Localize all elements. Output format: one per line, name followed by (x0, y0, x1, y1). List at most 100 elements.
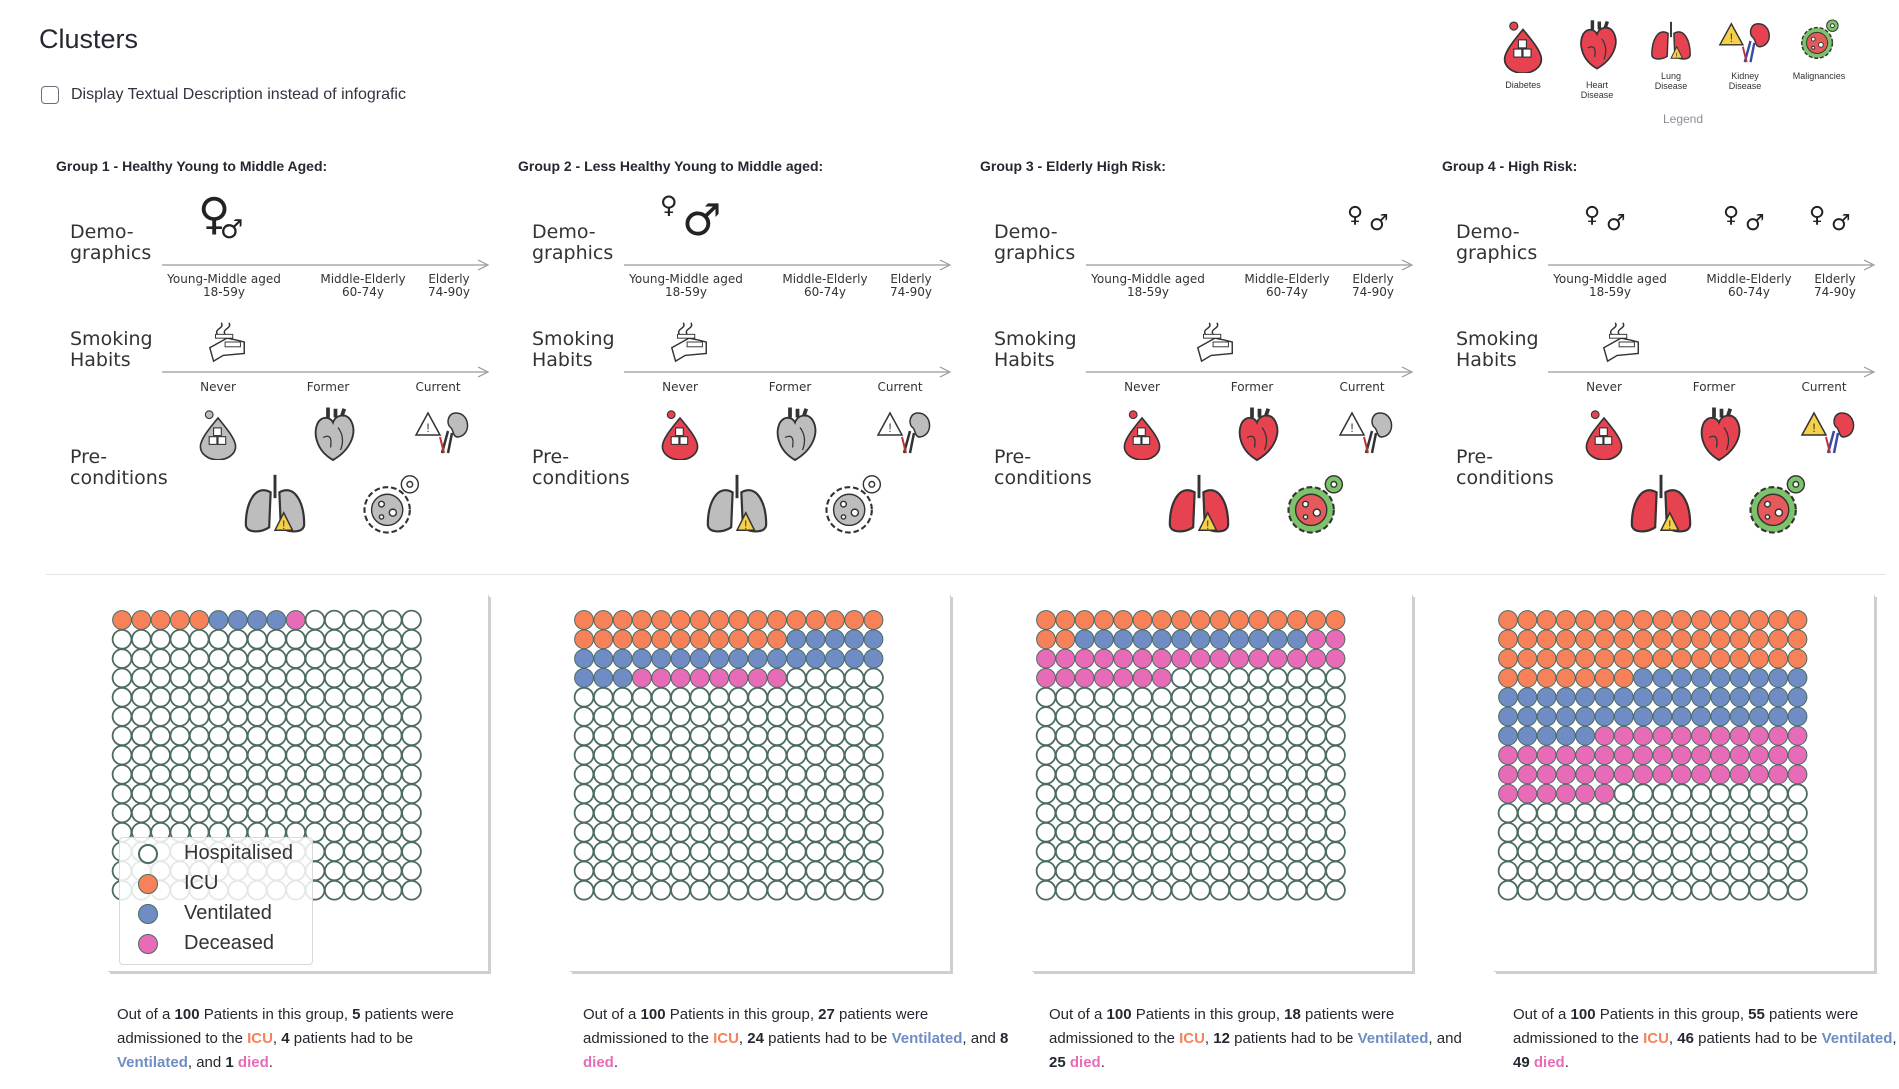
waffle-point-hospitalised (266, 764, 287, 785)
waffle-point-hospitalised (1613, 860, 1635, 882)
waffle-point-hospitalised (650, 706, 672, 727)
waffle-point-ventilated (1267, 629, 1288, 650)
waffle-point-ventilated (1787, 668, 1808, 688)
age-elderly-label: Elderly 74-90y (1814, 272, 1856, 299)
waffle-point-hospitalised (1267, 706, 1288, 727)
waffle-point-deceased (1594, 764, 1615, 785)
waffle-point-hospitalised (1151, 822, 1173, 843)
waffle-point-hospitalised (786, 860, 807, 882)
waffle-point-hospitalised (1574, 841, 1596, 862)
waffle-point-icu (670, 610, 691, 630)
waffle-point-hospitalised (650, 686, 672, 708)
waffle-point-hospitalised (1151, 764, 1173, 785)
waffle-point-hospitalised (111, 667, 133, 689)
waffle-point-hospitalised (1093, 686, 1115, 708)
waffle-point-hospitalised (266, 648, 287, 669)
waffle-point-hospitalised (266, 706, 287, 727)
waffle-point-hospitalised (1767, 802, 1789, 824)
waffle-point-deceased (1633, 745, 1654, 766)
male-icon: ♂ (1831, 211, 1851, 236)
waffle-point-hospitalised (728, 744, 749, 766)
waffle-point-deceased (1229, 648, 1249, 669)
waffle-point-hospitalised (766, 764, 788, 785)
waffle-point-hospitalised (1613, 783, 1635, 805)
waffle-point-hospitalised (111, 744, 133, 766)
waffle-point-hospitalised (1516, 879, 1538, 901)
demographics-label: Demo- graphics (1456, 221, 1538, 264)
waffle-point-hospitalised (362, 629, 384, 650)
waffle-point-hospitalised (1035, 706, 1057, 727)
waffle-point-hospitalised (401, 706, 422, 727)
waffle-point-hospitalised (708, 879, 730, 901)
waffle-point-deceased (728, 668, 749, 688)
waffle-point-hospitalised (208, 783, 229, 805)
waffle-point-hospitalised (1710, 841, 1731, 862)
waffle-point-hospitalised (1690, 879, 1712, 901)
waffle-point-ventilated (1556, 706, 1576, 727)
waffle-point-hospitalised (1190, 879, 1211, 901)
waffle-legend-label: Deceased (184, 932, 275, 954)
waffle-point-hospitalised (1170, 706, 1192, 727)
waffle-point-ventilated (632, 648, 652, 669)
waffle-point-hospitalised (1093, 802, 1115, 824)
waffle-point-hospitalised (324, 609, 345, 631)
waffle-point-ventilated (1729, 706, 1750, 727)
preconditions-label: Pre- conditions (532, 446, 630, 489)
waffle-point-hospitalised (208, 686, 229, 708)
waffle-point-deceased (1575, 783, 1596, 804)
waffle-point-hospitalised (786, 841, 807, 862)
waffle-point-icu (112, 610, 132, 630)
waffle-point-hospitalised (1325, 667, 1346, 689)
waffle-point-ventilated (266, 610, 287, 630)
waffle-point-hospitalised (786, 667, 807, 689)
waffle-point-hospitalised (786, 706, 807, 727)
waffle-point-hospitalised (689, 706, 711, 727)
waffle-point-hospitalised (1497, 822, 1519, 843)
waffle-point-hospitalised (573, 686, 595, 708)
waffle-point-hospitalised (208, 706, 229, 727)
waffle-point-hospitalised (1690, 802, 1712, 824)
waffle-point-hospitalised (150, 783, 171, 805)
waffle-point-hospitalised (728, 822, 749, 843)
waffle-point-hospitalised (747, 725, 769, 747)
waffle-point-hospitalised (1574, 802, 1596, 824)
waffle-point-hospitalised (343, 841, 364, 862)
waffle-point-deceased (1132, 648, 1153, 669)
waffle-point-deceased (1613, 745, 1634, 766)
checkbox[interactable] (41, 86, 59, 104)
waffle-legend-item-ventilated: Ventilated (120, 899, 312, 928)
waffle-point-icu (1209, 610, 1230, 630)
waffle-point-deceased (1787, 745, 1808, 766)
waffle-point-hospitalised (1074, 725, 1095, 747)
waffle-point-hospitalised (285, 725, 307, 747)
waffle-point-deceased (1671, 725, 1692, 746)
waffle-point-ventilated (1536, 725, 1557, 746)
waffle-point-ventilated (247, 610, 268, 630)
group-description: Out of a 100 Patients in this group, 27 … (583, 1006, 1009, 1071)
legend-caption: Legend (1662, 112, 1704, 127)
group-description: Out of a 100 Patients in this group, 5 p… (117, 1006, 454, 1071)
waffle-point-hospitalised (1170, 802, 1192, 824)
waffle-point-hospitalised (401, 609, 422, 631)
waffle-point-ventilated (844, 648, 865, 669)
waffle-point-hospitalised (1286, 686, 1308, 708)
waffle-point-ventilated (1094, 629, 1114, 650)
waffle-point-hospitalised (1267, 783, 1288, 805)
waffle-point-hospitalised (1325, 783, 1346, 805)
checkbox-label[interactable]: Display Textual Description instead of i… (71, 86, 406, 103)
waffle-point-hospitalised (1228, 802, 1250, 824)
waffle-point-hospitalised (1074, 744, 1095, 766)
waffle-point-hospitalised (304, 667, 326, 689)
waffle-point-ventilated (1633, 706, 1654, 727)
waffle-point-hospitalised (1671, 802, 1693, 824)
waffle-point-deceased (1074, 648, 1095, 669)
waffle-point-deceased (1633, 725, 1654, 746)
waffle-point-hospitalised (708, 725, 730, 747)
waffle-point-hospitalised (169, 706, 191, 727)
textual-description-toggle[interactable]: Display Textual Description instead of i… (41, 86, 406, 104)
male-icon: ♂ (1369, 211, 1389, 236)
waffle-point-hospitalised (1228, 841, 1250, 862)
malignancy-icon (1796, 18, 1842, 69)
waffle-point-hospitalised (1035, 879, 1057, 901)
waffle-point-icu (709, 629, 730, 650)
